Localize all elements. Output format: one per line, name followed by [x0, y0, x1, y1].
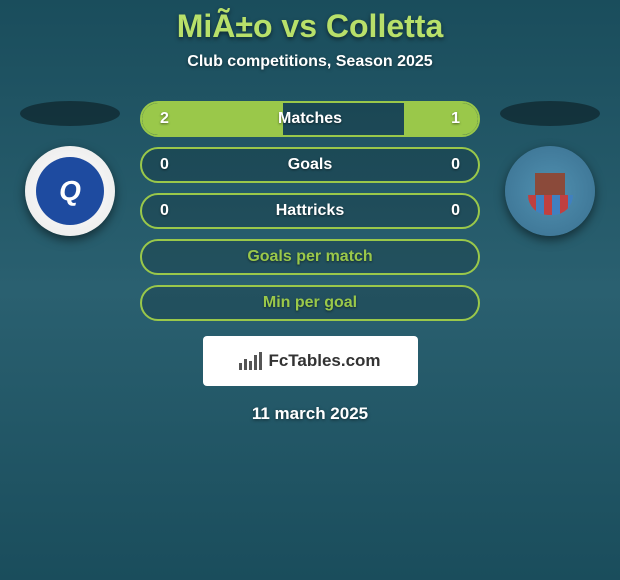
stat-row: 00Goals: [140, 147, 480, 183]
left-club-letter: Q: [59, 175, 81, 207]
left-club-badge-inner: Q: [36, 157, 104, 225]
stat-row: Min per goal: [140, 285, 480, 321]
right-club-badge: [505, 146, 595, 236]
comparison-subtitle: Club competitions, Season 2025: [187, 53, 432, 71]
stats-column: 21Matches 00Goals 00Hattricks Goals per mat…: [140, 101, 480, 321]
watermark-text: FcTables.com: [268, 351, 380, 371]
comparison-title: MiÃ±o vs Colletta: [177, 8, 443, 45]
stripes-icon: [528, 195, 573, 215]
stat-label: Min per goal: [142, 294, 478, 312]
left-club-badge: Q: [25, 146, 115, 236]
right-club-badge-inner: [516, 157, 584, 225]
right-club-column: [495, 101, 605, 236]
stat-label: Hattricks: [142, 202, 478, 220]
stat-label: Goals: [142, 156, 478, 174]
shadow-ellipse-left: [20, 101, 120, 126]
stat-row: 00Hattricks: [140, 193, 480, 229]
watermark-box: FcTables.com: [203, 336, 418, 386]
shadow-ellipse-right: [500, 101, 600, 126]
stat-label: Goals per match: [142, 248, 478, 266]
chart-icon: [239, 352, 262, 370]
content-row: Q 21Matches 00Goals 00Hattricks Goals per m…: [0, 101, 620, 321]
castle-icon: [535, 173, 565, 195]
stat-row: 21Matches: [140, 101, 480, 137]
stat-row: Goals per match: [140, 239, 480, 275]
stat-label: Matches: [142, 110, 478, 128]
date-text: 11 march 2025: [252, 404, 368, 424]
left-club-column: Q: [15, 101, 125, 236]
